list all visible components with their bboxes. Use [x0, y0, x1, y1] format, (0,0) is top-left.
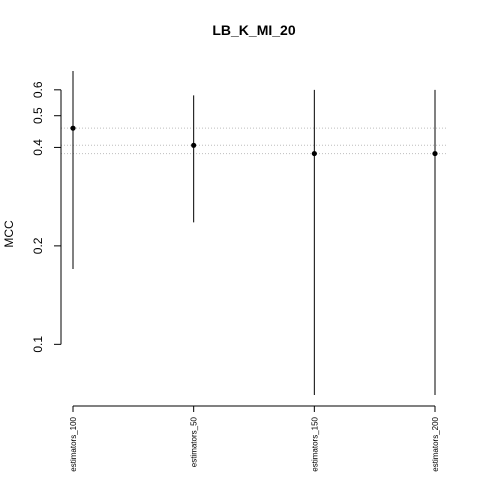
y-axis: 0.1 0.2 0.4 0.5 0.6	[31, 81, 62, 353]
y-tick-label-0: 0.1	[31, 336, 45, 353]
chart-title: LB_K_MI_20	[212, 22, 295, 38]
reference-lines	[61, 127, 447, 155]
x-tick-label-3: estimators_200	[431, 416, 440, 471]
data-points	[70, 125, 438, 157]
x-tick-label-1: estimators_50	[190, 416, 199, 467]
x-tick-label-0: estimators_100	[69, 416, 78, 471]
y-tick-label-2: 0.4	[31, 139, 45, 156]
error-bars	[72, 71, 436, 395]
data-point-0	[70, 125, 76, 131]
y-axis-label: MCC	[2, 220, 16, 248]
y-tick-label-4: 0.6	[31, 81, 45, 98]
x-axis: estimators_100 estimators_50 estimators_15…	[69, 405, 440, 472]
y-tick-label-3: 0.5	[31, 107, 45, 124]
x-tick-label-2: estimators_150	[310, 416, 319, 471]
data-point-2	[311, 150, 317, 157]
y-tick-label-1: 0.2	[31, 237, 45, 254]
data-point-3	[432, 150, 438, 157]
data-point-1	[191, 142, 197, 148]
